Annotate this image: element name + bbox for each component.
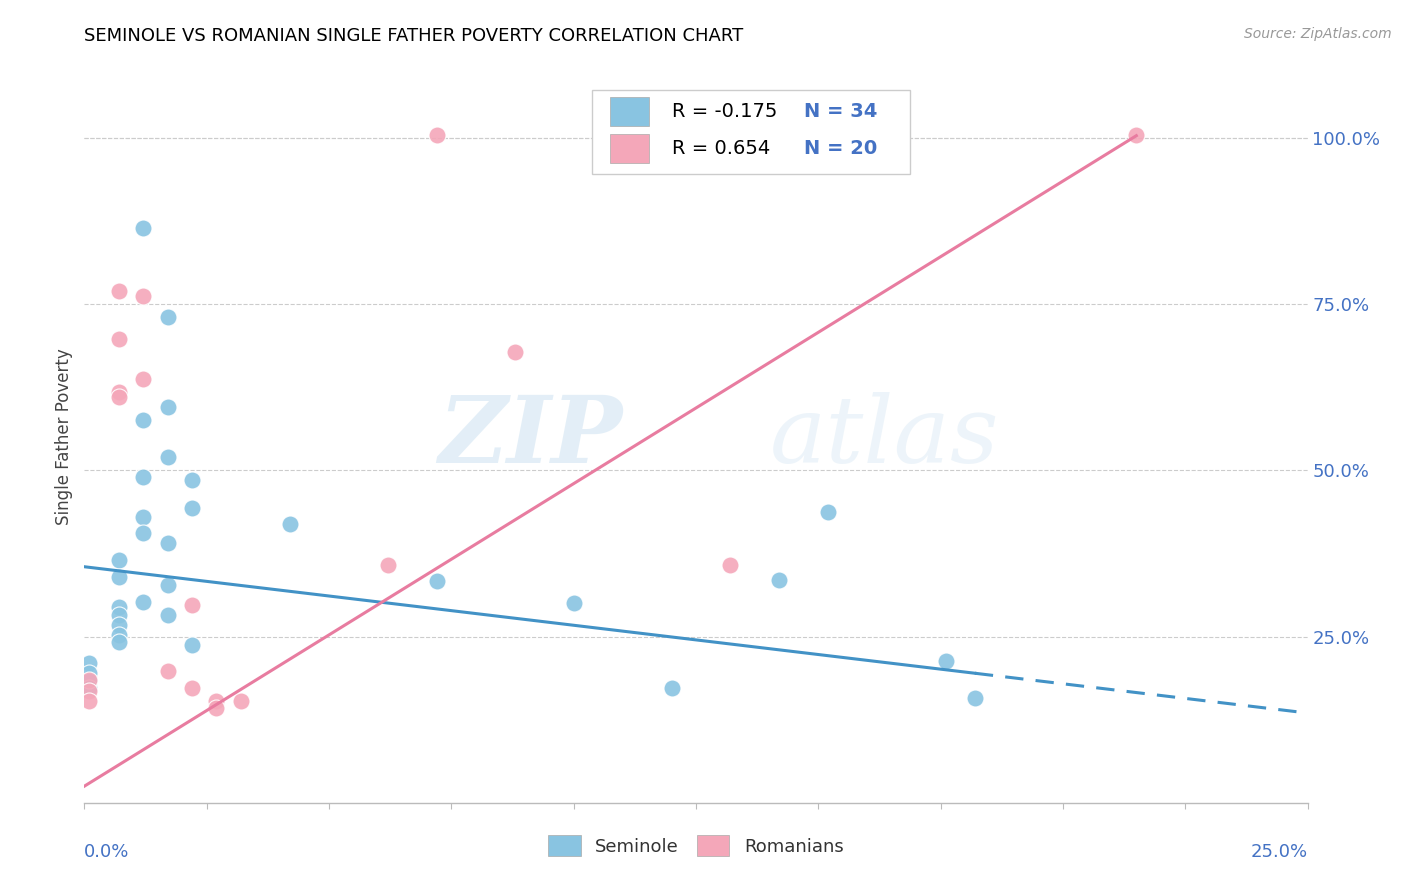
Text: N = 20: N = 20: [804, 138, 877, 158]
Point: [77, 694, 100, 708]
Point: [132, 509, 155, 524]
Point: [426, 128, 449, 142]
Point: [107, 284, 129, 298]
Point: [77, 684, 100, 698]
Point: [156, 400, 179, 414]
Point: [503, 345, 526, 359]
Point: [107, 628, 129, 642]
Text: atlas: atlas: [769, 392, 998, 482]
Point: [132, 220, 155, 235]
Point: [181, 598, 204, 612]
Text: Source: ZipAtlas.com: Source: ZipAtlas.com: [1244, 27, 1392, 41]
Point: [156, 577, 179, 591]
Point: [77, 656, 100, 670]
Point: [77, 674, 100, 689]
Text: SEMINOLE VS ROMANIAN SINGLE FATHER POVERTY CORRELATION CHART: SEMINOLE VS ROMANIAN SINGLE FATHER POVER…: [84, 27, 744, 45]
Point: [132, 371, 155, 385]
Text: R = 0.654: R = 0.654: [672, 138, 769, 158]
Point: [132, 526, 155, 541]
Point: [934, 654, 956, 668]
Point: [181, 638, 204, 652]
Point: [181, 681, 204, 695]
Point: [156, 310, 179, 325]
Point: [77, 681, 100, 696]
Point: [817, 504, 839, 518]
Point: [107, 332, 129, 346]
Point: [132, 470, 155, 484]
Point: [132, 413, 155, 427]
Text: 25.0%: 25.0%: [1250, 843, 1308, 861]
Point: [562, 596, 585, 610]
Point: [156, 664, 179, 678]
Point: [181, 473, 204, 487]
Point: [181, 501, 204, 516]
Point: [107, 553, 129, 567]
Point: [132, 595, 155, 609]
Point: [107, 599, 129, 614]
Point: [77, 673, 100, 687]
Point: [229, 694, 252, 708]
Point: [768, 573, 790, 587]
Point: [107, 607, 129, 622]
Text: N = 34: N = 34: [804, 102, 877, 121]
Text: ZIP: ZIP: [439, 392, 623, 482]
Point: [107, 635, 129, 649]
FancyBboxPatch shape: [610, 97, 650, 127]
Point: [107, 617, 129, 632]
Point: [1125, 128, 1147, 142]
Point: [278, 516, 301, 531]
Y-axis label: Single Father Poverty: Single Father Poverty: [55, 349, 73, 525]
Point: [77, 666, 100, 681]
Point: [718, 558, 741, 572]
Point: [377, 558, 399, 572]
FancyBboxPatch shape: [592, 90, 910, 174]
Point: [426, 574, 449, 589]
Point: [661, 681, 683, 695]
Point: [156, 536, 179, 550]
Text: 0.0%: 0.0%: [84, 843, 129, 861]
Point: [132, 289, 155, 303]
Point: [963, 690, 986, 705]
Point: [156, 450, 179, 464]
Point: [205, 700, 228, 714]
Point: [107, 390, 129, 404]
Point: [156, 607, 179, 622]
Text: R = -0.175: R = -0.175: [672, 102, 778, 121]
FancyBboxPatch shape: [610, 134, 650, 162]
Point: [107, 570, 129, 584]
Legend: Seminole, Romanians: Seminole, Romanians: [541, 828, 851, 863]
Point: [107, 384, 129, 399]
Point: [205, 694, 228, 708]
